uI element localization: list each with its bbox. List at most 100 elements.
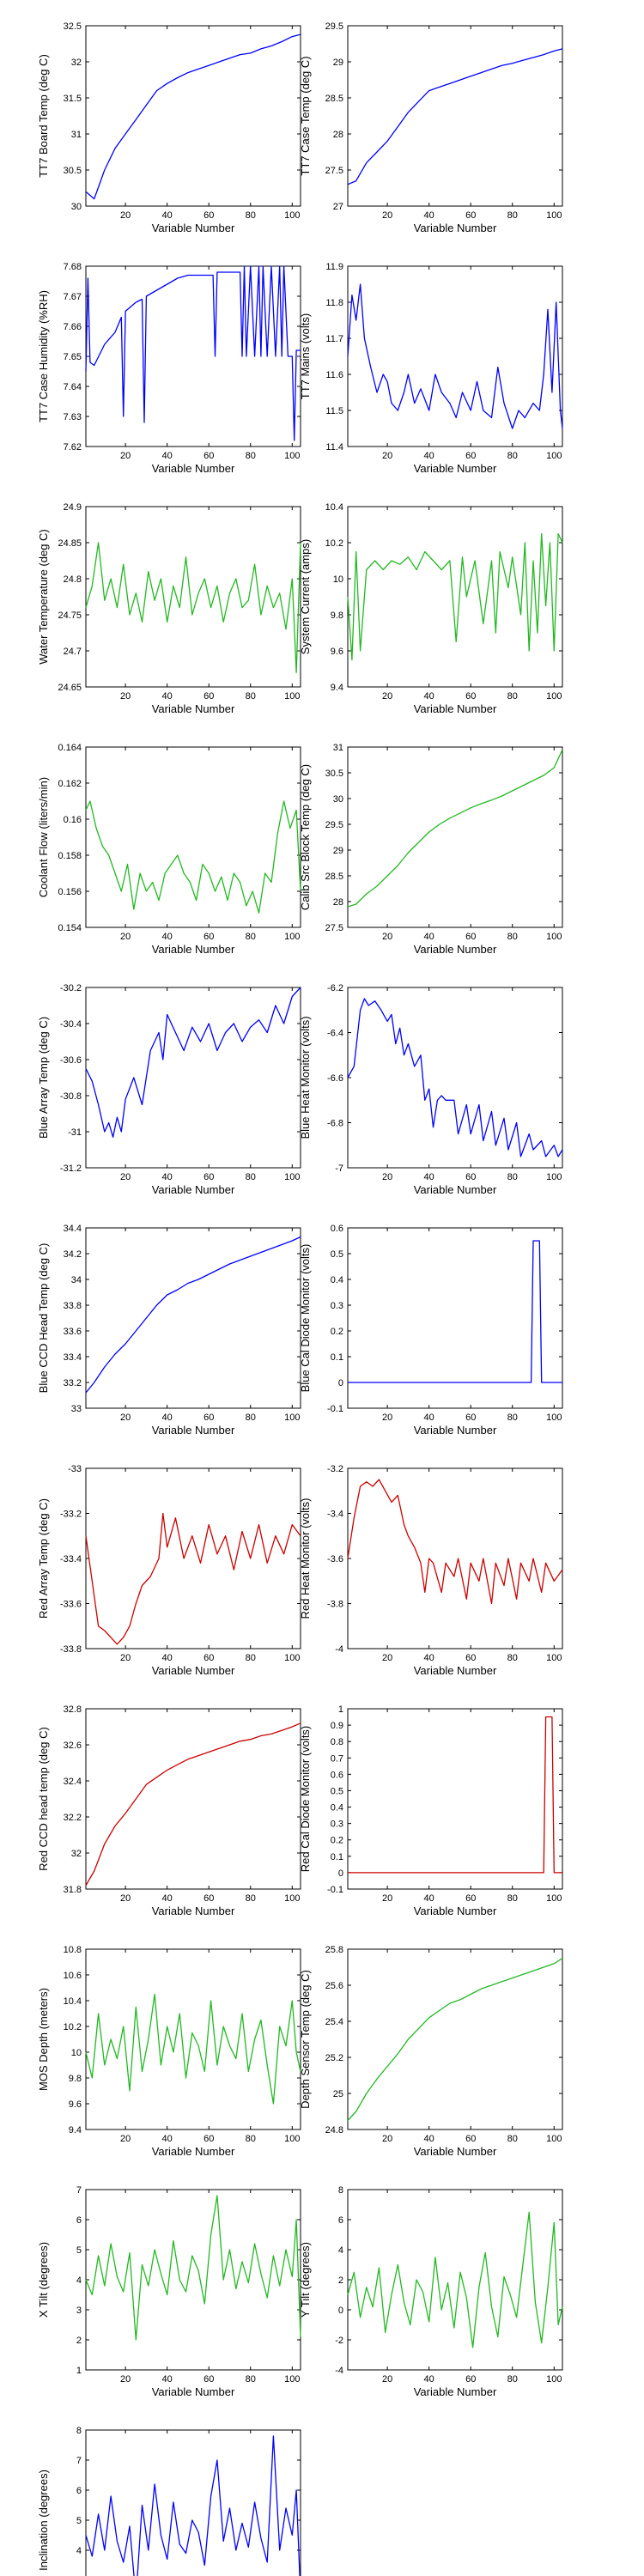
subplot-17: 20 40 60 80 100 9.4 9.6 9.8 10 10.2 10.4 10.6 10.8 Va… [37,1945,301,2158]
x-tick-label: 60 [204,1893,214,1904]
x-tick-label: 80 [246,1413,256,1423]
plot-frame [347,25,563,207]
x-tick-label: 40 [424,451,434,461]
x-axis-label: Variable Number [152,1424,235,1437]
x-tick-label: 40 [424,210,434,221]
y-tick-label: -0.1 [327,1404,343,1414]
x-tick-label: 20 [382,691,392,702]
subplot-20: 20 40 60 80 100 -4 -2 0 2 4 6 8 Variable Number Y Til… [299,2185,563,2398]
y-axis-label: Red Cal Diode Monitor (volts) [299,1726,312,1873]
x-tick-label: 60 [465,2134,476,2144]
x-axis-label: Variable Number [152,2145,235,2158]
y-tick-label: 0.154 [58,923,82,933]
y-tick-label: 6 [76,2215,82,2226]
x-tick-label: 100 [546,1653,562,1663]
x-tick-label: 80 [246,1653,256,1663]
y-tick-label: 0.6 [331,1770,343,1780]
x-axis-label: Variable Number [414,943,497,956]
y-tick-label: 3 [76,2306,82,2316]
subplot-2: 20 40 60 80 100 27 27.5 28 28.5 29 29.5 Variable Nu… [299,21,563,234]
subplot-15: 20 40 60 80 100 31.8 32 32.2 32.4 32.6 32.8 Variabl… [37,1704,301,1917]
x-tick-label: 100 [546,691,562,702]
x-axis-label: Variable Number [414,2385,497,2398]
y-axis-label: MOS Depth (meters) [37,1988,50,2091]
y-tick-label: 7 [76,2456,82,2466]
y-tick-label: 11.5 [325,406,343,416]
x-tick-label: 40 [424,691,434,702]
y-tick-label: 32.2 [64,1813,82,1823]
y-axis-label: Y Tilt (degrees) [299,2242,312,2318]
x-tick-label: 80 [246,2374,256,2385]
y-tick-label: 27.5 [325,166,343,176]
y-tick-label: -6.2 [327,983,343,993]
y-axis-label: Coolant Flow (liters/min) [37,777,50,897]
y-tick-label: 9.6 [331,647,343,657]
y-tick-label: 0.158 [58,851,82,861]
y-tick-label: -31.2 [60,1163,82,1174]
plot-frame [347,265,563,447]
y-tick-label: -3.8 [327,1600,343,1610]
y-tick-label: 0.164 [58,743,82,753]
series-line [85,33,301,200]
x-tick-label: 100 [546,2134,562,2144]
series-line [347,532,563,661]
x-tick-label: 20 [120,2374,131,2385]
y-tick-label: -33.6 [60,1600,82,1610]
plot-frame [347,1467,563,1649]
x-tick-label: 100 [546,2374,562,2385]
y-tick-label: 0.7 [331,1753,343,1764]
x-tick-label: 40 [162,210,173,221]
x-axis-label: Variable Number [414,222,497,234]
x-tick-label: 20 [120,691,131,702]
y-tick-label: 28 [333,897,343,908]
x-axis-label: Variable Number [414,1424,497,1437]
x-axis-label: Variable Number [152,222,235,234]
x-tick-label: 60 [465,451,476,461]
subplot-4: 20 40 60 80 100 11.4 11.5 11.6 11.7 11.8 11.9 Varia… [299,262,563,475]
x-tick-label: 60 [465,1893,476,1904]
x-tick-label: 80 [246,451,256,461]
x-tick-label: 60 [204,1653,214,1663]
plot-frame [85,506,301,688]
x-tick-label: 80 [507,2134,518,2144]
y-tick-label: 30.5 [64,166,82,176]
x-axis-label: Variable Number [414,702,497,715]
y-tick-label: 1 [76,2366,82,2376]
y-tick-label: 29.5 [325,820,343,830]
y-tick-label: 31 [333,743,343,753]
x-tick-label: 40 [162,451,173,461]
series-line [347,749,563,908]
y-tick-label: 0.5 [331,1786,343,1796]
x-tick-label: 20 [120,932,131,942]
x-tick-label: 80 [507,691,518,702]
y-tick-label: 10.8 [64,1945,82,1955]
x-axis-label: Variable Number [414,1905,497,1917]
x-tick-label: 20 [120,1413,131,1423]
y-tick-label: -3.6 [327,1554,343,1564]
x-tick-label: 80 [507,1172,518,1182]
y-tick-label: 11.7 [325,334,343,344]
x-tick-label: 60 [465,1653,476,1663]
subplot-7: 20 40 60 80 100 0.154 0.156 0.158 0.16 0.162 0.164… [37,743,301,956]
y-tick-label: 6 [76,2486,82,2496]
y-tick-label: -30.4 [60,1019,82,1030]
y-tick-label: 0.1 [331,1852,343,1862]
y-tick-label: 5 [76,2516,82,2526]
y-tick-label: 1 [338,1704,343,1715]
y-tick-label: 0.162 [58,779,82,789]
y-tick-label: 10.4 [64,1996,82,2007]
y-tick-label: 5 [76,2245,82,2256]
plot-frame [347,1948,563,2130]
plot-frame [85,265,301,447]
x-tick-label: 100 [284,1413,300,1423]
y-tick-label: 28.5 [325,94,343,104]
series-line [348,1240,562,1383]
series-line [348,1716,562,1874]
subplot-8: 20 40 60 80 100 27.5 28 28.5 29 29.5 30 30.5 31 Varia… [299,743,563,956]
x-tick-label: 20 [382,1893,392,1904]
y-tick-label: 2 [338,2275,343,2286]
x-tick-label: 40 [162,1653,173,1663]
y-tick-label: 0.5 [331,1249,343,1260]
x-tick-label: 100 [284,1653,300,1663]
